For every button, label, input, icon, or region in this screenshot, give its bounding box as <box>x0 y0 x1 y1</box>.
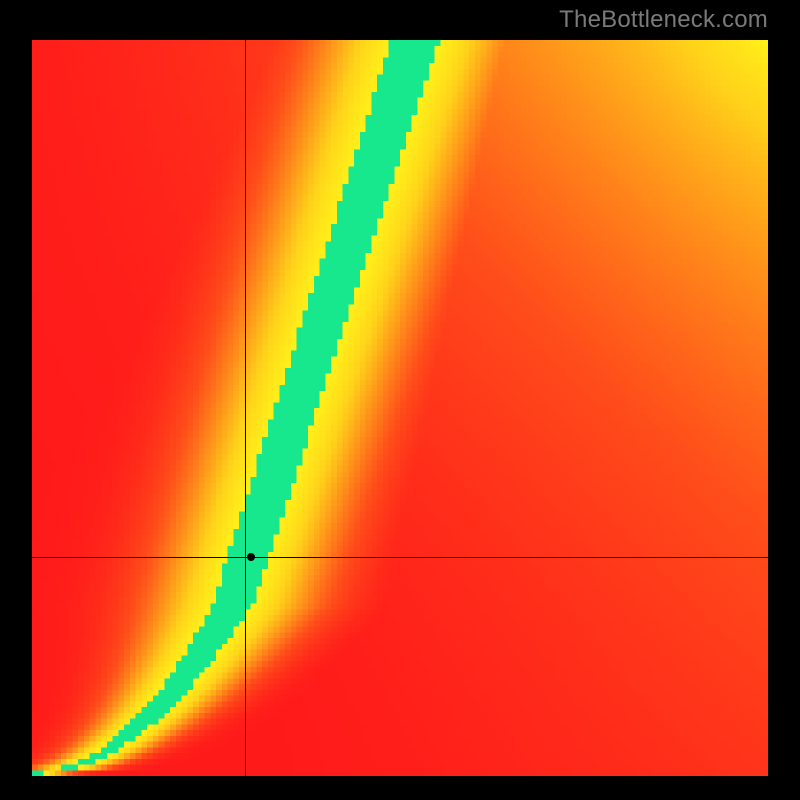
bottleneck-heatmap <box>32 40 768 776</box>
chart-frame: TheBottleneck.com <box>0 0 800 800</box>
watermark-text: TheBottleneck.com <box>559 6 768 34</box>
